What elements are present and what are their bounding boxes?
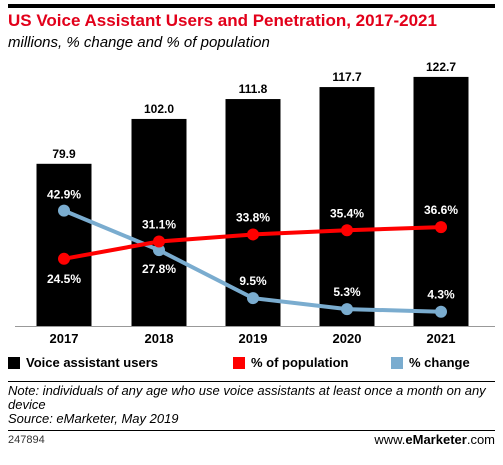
bar-label-2021: 122.7 [426, 60, 456, 74]
bar-label-2020: 117.7 [332, 70, 362, 84]
bar-2020 [319, 87, 375, 326]
x-tick-2019: 2019 [239, 331, 268, 346]
change-label-2019: 9.5% [239, 274, 267, 288]
chart-subtitle: millions, % change and % of population [8, 34, 270, 51]
legend-item-change: % change [391, 355, 470, 370]
x-tick-2018: 2018 [145, 331, 174, 346]
legend-item-population: % of population [233, 355, 348, 370]
x-tick-2021: 2021 [427, 331, 456, 346]
brand-name: eMarketer [405, 432, 467, 447]
change-label-2017: 42.9% [47, 188, 81, 202]
legend-label-population: % of population [251, 355, 349, 370]
top-rule [8, 4, 495, 8]
change-point-2019 [247, 292, 259, 305]
population-label-2018: 31.1% [142, 218, 176, 232]
x-tick-2017: 2017 [50, 331, 79, 346]
change-label-2020: 5.3% [333, 285, 361, 299]
divider [8, 381, 495, 382]
population-label-2020: 35.4% [330, 206, 364, 220]
population-label-2019: 33.8% [236, 210, 270, 224]
bar-2021 [413, 76, 469, 326]
change-point-2017 [58, 204, 70, 217]
population-label-2017: 24.5% [47, 272, 81, 286]
legend-label-change: % change [409, 355, 470, 370]
legend-swatch-change [391, 356, 403, 369]
population-point-2021 [435, 221, 447, 234]
source-text: Source: eMarketer, May 2019 [8, 411, 179, 426]
legend: Voice assistant users % of population % … [8, 355, 495, 373]
footnote: Note: individuals of any age who use voi… [8, 384, 495, 426]
bottom-rule [8, 430, 495, 431]
population-point-2017 [58, 252, 70, 265]
change-point-2021 [435, 305, 447, 318]
legend-item-users: Voice assistant users [8, 355, 158, 370]
change-point-2018 [153, 244, 165, 257]
x-tick-2020: 2020 [333, 331, 362, 346]
population-label-2021: 36.6% [424, 203, 458, 217]
legend-label-users: Voice assistant users [26, 355, 158, 370]
brand-suffix: .com [466, 432, 495, 447]
bar-label-2019: 111.8 [239, 82, 268, 96]
bar-label-2017: 79.9 [52, 147, 76, 161]
legend-swatch-population [233, 356, 245, 369]
note-text: Note: individuals of any age who use voi… [8, 383, 486, 412]
brand-link[interactable]: www.eMarketer.com [374, 432, 495, 447]
population-point-2019 [247, 228, 259, 241]
change-label-2021: 4.3% [427, 288, 455, 302]
legend-swatch-users [8, 356, 20, 369]
change-label-2018: 27.8% [142, 262, 176, 276]
chart-id: 247894 [8, 434, 45, 446]
chart-plot: 79.9 102.0 111.8 117.7 122.7 24.5% 31.1% 33.8% 3… [15, 60, 495, 346]
bar-2017 [36, 163, 92, 326]
chart-title: US Voice Assistant Users and Penetration… [8, 11, 437, 30]
change-point-2020 [341, 303, 353, 316]
population-point-2020 [341, 224, 353, 237]
population-point-2018 [153, 235, 165, 248]
brand-prefix: www. [374, 432, 406, 447]
bar-label-2018: 102.0 [144, 102, 174, 116]
bar-2018 [131, 118, 187, 326]
